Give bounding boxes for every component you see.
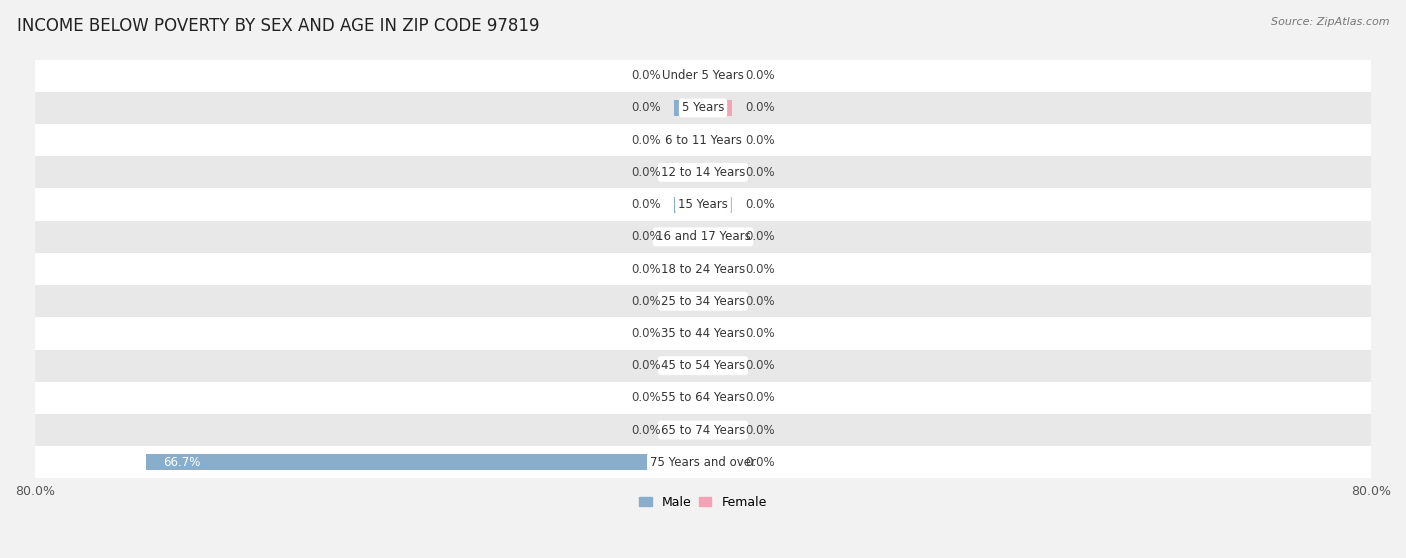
Text: 0.0%: 0.0% xyxy=(631,295,661,307)
Bar xyxy=(703,454,733,470)
Text: 0.0%: 0.0% xyxy=(745,359,775,372)
Bar xyxy=(35,60,1371,92)
Bar xyxy=(673,100,703,116)
Text: 16 and 17 Years: 16 and 17 Years xyxy=(655,230,751,243)
Text: 0.0%: 0.0% xyxy=(631,134,661,147)
Text: 0.0%: 0.0% xyxy=(631,102,661,114)
Text: 0.0%: 0.0% xyxy=(631,262,661,276)
Text: 0.0%: 0.0% xyxy=(745,295,775,307)
Bar xyxy=(673,164,703,180)
Bar xyxy=(35,156,1371,189)
Bar xyxy=(673,293,703,309)
Bar xyxy=(673,358,703,374)
Bar xyxy=(673,229,703,245)
Bar xyxy=(673,68,703,84)
Text: 0.0%: 0.0% xyxy=(631,166,661,179)
Bar xyxy=(673,196,703,213)
Text: 0.0%: 0.0% xyxy=(631,69,661,82)
Bar xyxy=(35,349,1371,382)
Bar xyxy=(673,422,703,438)
Bar xyxy=(673,325,703,341)
Bar xyxy=(673,132,703,148)
Text: 0.0%: 0.0% xyxy=(631,424,661,436)
Text: 0.0%: 0.0% xyxy=(745,391,775,405)
Bar xyxy=(35,124,1371,156)
Text: 12 to 14 Years: 12 to 14 Years xyxy=(661,166,745,179)
Text: 0.0%: 0.0% xyxy=(745,456,775,469)
Text: Under 5 Years: Under 5 Years xyxy=(662,69,744,82)
Text: 0.0%: 0.0% xyxy=(745,198,775,211)
Bar xyxy=(35,318,1371,349)
Text: 0.0%: 0.0% xyxy=(631,198,661,211)
Text: 0.0%: 0.0% xyxy=(745,424,775,436)
Text: 0.0%: 0.0% xyxy=(631,230,661,243)
Bar xyxy=(703,358,733,374)
Bar xyxy=(703,293,733,309)
Text: 0.0%: 0.0% xyxy=(745,327,775,340)
Text: 5 Years: 5 Years xyxy=(682,102,724,114)
Bar xyxy=(703,261,733,277)
Bar xyxy=(703,229,733,245)
Text: 0.0%: 0.0% xyxy=(631,391,661,405)
Bar xyxy=(673,390,703,406)
Text: INCOME BELOW POVERTY BY SEX AND AGE IN ZIP CODE 97819: INCOME BELOW POVERTY BY SEX AND AGE IN Z… xyxy=(17,17,540,35)
Text: Source: ZipAtlas.com: Source: ZipAtlas.com xyxy=(1271,17,1389,27)
Text: 0.0%: 0.0% xyxy=(631,327,661,340)
Bar xyxy=(673,261,703,277)
Bar xyxy=(35,382,1371,414)
Text: 35 to 44 Years: 35 to 44 Years xyxy=(661,327,745,340)
Text: 18 to 24 Years: 18 to 24 Years xyxy=(661,262,745,276)
Bar xyxy=(35,253,1371,285)
Bar xyxy=(703,422,733,438)
Text: 75 Years and over: 75 Years and over xyxy=(650,456,756,469)
Text: 0.0%: 0.0% xyxy=(631,359,661,372)
Bar xyxy=(35,92,1371,124)
Text: 66.7%: 66.7% xyxy=(163,456,200,469)
Text: 65 to 74 Years: 65 to 74 Years xyxy=(661,424,745,436)
Bar xyxy=(703,196,733,213)
Text: 45 to 54 Years: 45 to 54 Years xyxy=(661,359,745,372)
Bar xyxy=(146,454,703,470)
Bar xyxy=(35,414,1371,446)
Bar xyxy=(703,132,733,148)
Bar xyxy=(703,68,733,84)
Text: 25 to 34 Years: 25 to 34 Years xyxy=(661,295,745,307)
Bar xyxy=(703,100,733,116)
Text: 0.0%: 0.0% xyxy=(745,230,775,243)
Bar xyxy=(35,446,1371,478)
Text: 6 to 11 Years: 6 to 11 Years xyxy=(665,134,741,147)
Bar xyxy=(703,325,733,341)
Bar xyxy=(35,189,1371,221)
Text: 0.0%: 0.0% xyxy=(745,69,775,82)
Text: 15 Years: 15 Years xyxy=(678,198,728,211)
Bar xyxy=(35,285,1371,318)
Text: 0.0%: 0.0% xyxy=(745,166,775,179)
Bar xyxy=(703,164,733,180)
Text: 55 to 64 Years: 55 to 64 Years xyxy=(661,391,745,405)
Legend: Male, Female: Male, Female xyxy=(634,491,772,514)
Text: 0.0%: 0.0% xyxy=(745,134,775,147)
Text: 0.0%: 0.0% xyxy=(745,102,775,114)
Text: 0.0%: 0.0% xyxy=(745,262,775,276)
Bar xyxy=(35,221,1371,253)
Bar xyxy=(703,390,733,406)
